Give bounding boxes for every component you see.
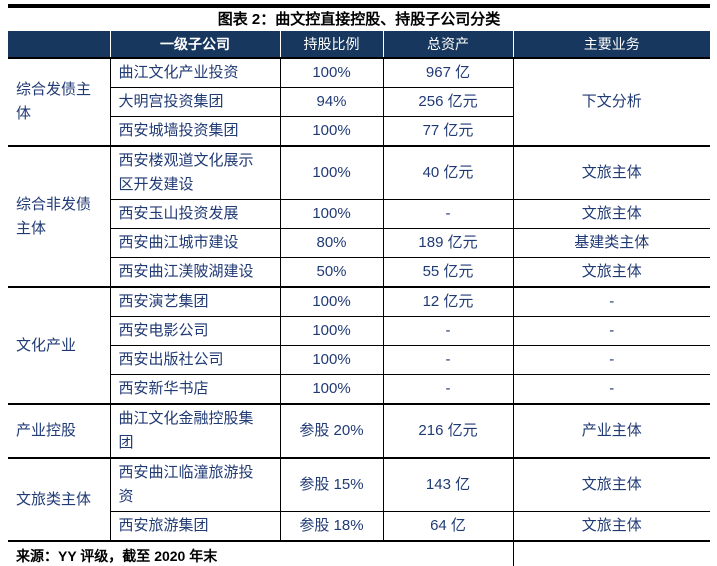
ratio-cell: 50% — [279, 257, 383, 287]
business-cell: 文旅主体 — [512, 257, 710, 287]
figure-top-border — [8, 4, 710, 8]
assets-cell: 40 亿元 — [382, 145, 513, 200]
company-cell: 西安城墙投资集团 — [109, 116, 280, 146]
company-cell: 西安曲江城市建设 — [109, 228, 280, 258]
table-row: 西安电影公司 100% - - — [8, 316, 710, 346]
company-cell: 西安演艺集团 — [109, 286, 280, 317]
table-row: 西安城墙投资集团 100% 77 亿元 — [8, 116, 710, 146]
business-cell: 文旅主体 — [512, 199, 710, 229]
business-cell: - — [512, 286, 710, 317]
header-company: 一级子公司 — [109, 31, 280, 59]
company-cell: 西安曲江临潼旅游投资 — [109, 457, 280, 512]
assets-cell: 12 亿元 — [382, 286, 513, 317]
table-row: 大明宫投资集团 94% 256 亿元 — [8, 87, 710, 117]
table-row: 西安旅游集团 参股 18% 64 亿文旅主体 — [8, 511, 710, 541]
header-ratio: 持股比例 — [279, 31, 383, 59]
category-cell: 文旅类主体 — [8, 457, 110, 541]
footer-row: 来源：YY 评级，截至 2020 年末 — [8, 540, 710, 566]
ratio-cell: 100% — [279, 286, 383, 317]
category-cell: 文化产业 — [8, 286, 110, 404]
company-cell: 大明宫投资集团 — [109, 87, 280, 117]
company-cell: 西安新华书店 — [109, 374, 280, 404]
business-cell: - — [512, 345, 710, 375]
table-row: 综合发债主体 曲江文化产业投资 100% 967 亿下文分析 — [8, 58, 710, 146]
category-cell: 产业控股 — [8, 403, 110, 458]
header-category — [8, 31, 110, 59]
assets-cell: - — [382, 374, 513, 404]
assets-cell: 967 亿 — [382, 58, 513, 88]
company-cell: 西安玉山投资发展 — [109, 199, 280, 229]
table-row: 文化产业 西安演艺集团 100% 12 亿元 - — [8, 286, 710, 404]
ratio-cell: 94% — [279, 87, 383, 117]
table-row: 西安新华书店 100% - - — [8, 374, 710, 404]
company-cell: 西安楼观道文化展示区开发建设 — [109, 145, 280, 200]
assets-cell: 143 亿 — [382, 457, 513, 512]
company-cell: 曲江文化产业投资 — [109, 58, 280, 88]
source-note: 来源：YY 评级，截至 2020 年末 — [8, 540, 513, 566]
ratio-cell: 100% — [279, 145, 383, 200]
assets-cell: 189 亿元 — [382, 228, 513, 258]
ratio-cell: 参股 18% — [279, 511, 383, 541]
ratio-cell: 100% — [279, 374, 383, 404]
ratio-cell: 100% — [279, 316, 383, 346]
ratio-cell: 100% — [279, 199, 383, 229]
business-cell: 文旅主体 — [512, 457, 710, 512]
company-cell: 西安曲江渼陂湖建设 — [109, 257, 280, 287]
table-row: 产业控股 曲江文化金融控股集团 参股 20% 216 亿元 产业主体 — [8, 403, 710, 458]
ratio-cell: 80% — [279, 228, 383, 258]
figure-title: 图表 2：曲文控直接控股、持股子公司分类 — [217, 11, 501, 28]
header-business: 主要业务 — [512, 31, 710, 59]
business-cell: 文旅主体 — [512, 145, 710, 200]
table-row: 文旅类主体 西安曲江临潼旅游投资 参股 15% 143 亿文旅主体 — [8, 457, 710, 541]
table-footer: 来源：YY 评级，截至 2020 年末 — [8, 540, 710, 566]
assets-cell: - — [382, 316, 513, 346]
assets-cell: - — [382, 199, 513, 229]
table-row: 综合非发债主体 西安楼观道文化展示区开发建设 100% 40 亿元 文旅主体 — [8, 145, 710, 287]
ratio-cell: 参股 15% — [279, 457, 383, 512]
figure-block: 图表 2：曲文控直接控股、持股子公司分类 一级子公司 持股比例 总资产 主要业务… — [8, 4, 710, 566]
company-cell: 西安出版社公司 — [109, 345, 280, 375]
ratio-cell: 100% — [279, 58, 383, 88]
business-cell: 文旅主体 — [512, 511, 710, 541]
ratio-cell: 100% — [279, 116, 383, 146]
category-cell: 综合非发债主体 — [8, 145, 110, 287]
table-row: 西安出版社公司 100% - - — [8, 345, 710, 375]
assets-cell: 55 亿元 — [382, 257, 513, 287]
assets-cell: - — [382, 345, 513, 375]
business-cell: - — [512, 374, 710, 404]
header-assets: 总资产 — [382, 31, 513, 59]
company-cell: 西安电影公司 — [109, 316, 280, 346]
assets-cell: 77 亿元 — [382, 116, 513, 146]
ratio-cell: 100% — [279, 345, 383, 375]
business-cell: 基建类主体 — [512, 228, 710, 258]
business-cell: - — [512, 316, 710, 346]
company-cell: 西安旅游集团 — [109, 511, 280, 541]
assets-cell: 256 亿元 — [382, 87, 513, 117]
subsidiary-table: 一级子公司 持股比例 总资产 主要业务 综合发债主体 曲江文化产业投资 100% 96… — [8, 31, 710, 566]
table-header: 一级子公司 持股比例 总资产 主要业务 — [8, 31, 710, 59]
table-row: 西安玉山投资发展 100% - 文旅主体 — [8, 199, 710, 229]
table-row: 西安曲江城市建设 80% 189 亿元 基建类主体 — [8, 228, 710, 258]
assets-cell: 64 亿 — [382, 511, 513, 541]
business-cell: 产业主体 — [512, 403, 710, 458]
assets-cell: 216 亿元 — [382, 403, 513, 458]
company-cell: 曲江文化金融控股集团 — [109, 403, 280, 458]
business-cell: 下文分析 — [512, 58, 710, 146]
header-row: 一级子公司 持股比例 总资产 主要业务 — [8, 31, 710, 59]
category-cell: 综合发债主体 — [16, 81, 92, 122]
table-body: 综合发债主体 曲江文化产业投资 100% 967 亿下文分析 大明宫投资集团 94% 256… — [8, 58, 710, 541]
table-row: 西安曲江渼陂湖建设 50% 55 亿元 文旅主体 — [8, 257, 710, 287]
footer-spacer-cell — [512, 540, 710, 566]
ratio-cell: 参股 20% — [279, 403, 383, 458]
